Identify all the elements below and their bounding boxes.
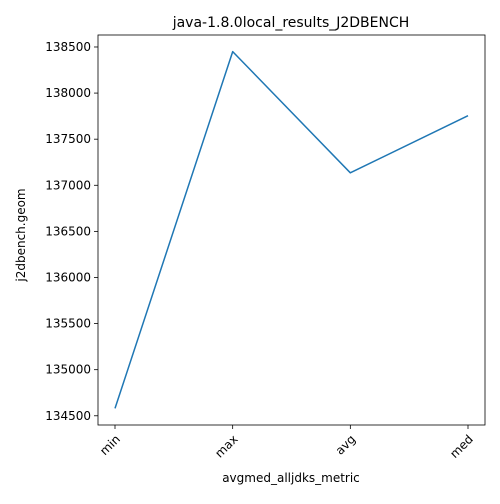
y-tick-label-137000: 137000: [45, 178, 91, 192]
y-tick-label-135000: 135000: [45, 363, 91, 377]
x-tick-label-min: min: [97, 432, 123, 458]
y-tick-label-135500: 135500: [45, 317, 91, 331]
x-tick-label-avg: avg: [333, 432, 359, 458]
x-tick-label-med: med: [447, 432, 476, 461]
y-tick-label-134500: 134500: [45, 409, 91, 423]
y-tick-label-136000: 136000: [45, 270, 91, 284]
chart-title: java-1.8.0local_results_J2DBENCH: [172, 15, 410, 31]
y-tick-label-137500: 137500: [45, 132, 91, 146]
y-tick-label-138000: 138000: [45, 86, 91, 100]
plot-area: 134500 135000 135500 136000 136500 137000 1375…: [45, 35, 485, 461]
y-tick-label-136500: 136500: [45, 224, 91, 238]
x-tick-label-max: max: [212, 432, 240, 460]
y-axis-label: j2dbench.geom: [14, 188, 28, 282]
axes-frame: [98, 35, 485, 425]
y-tick-label-138500: 138500: [45, 40, 91, 54]
x-axis-label: avgmed_alljdks_metric: [222, 471, 360, 485]
series-line-0: [115, 52, 468, 409]
